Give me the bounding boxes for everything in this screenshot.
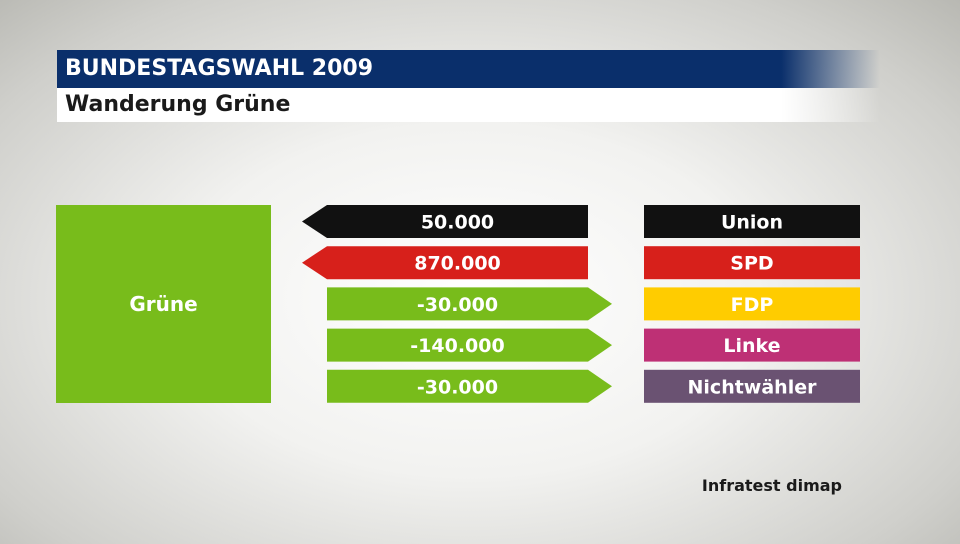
flow-arrow [327,287,612,321]
party-label: Nichtwähler [688,376,818,398]
flow-arrow [327,369,612,403]
party-label: SPD [730,253,773,275]
party-box [644,246,860,280]
flow-value-label: -30.000 [417,376,498,398]
title-bar: BUNDESTAGSWAHL 2009 [57,50,880,88]
party-box-gruene: Grüne [56,205,271,403]
party-label: Union [721,212,783,234]
flow-arrow [302,246,588,280]
page-subtitle: Wanderung Grüne [65,92,291,117]
flow-value-label: 870.000 [414,253,501,275]
flow-value-label: -30.000 [417,294,498,316]
flow-value-label: -140.000 [410,335,504,357]
subtitle-bar: Wanderung Grüne [57,88,880,122]
source-credit: Infratest dimap [701,476,842,495]
party-box [644,205,860,238]
party-box [644,369,860,403]
flow-value-label: 50.000 [421,212,494,234]
flow-arrow [302,205,588,238]
party-label: Linke [723,335,780,357]
party-box-label: Grüne [129,292,198,316]
flow-arrow [327,328,612,362]
party-box [644,287,860,321]
party-label: FDP [731,294,774,316]
page-title: BUNDESTAGSWAHL 2009 [65,56,374,81]
party-box [644,328,860,362]
